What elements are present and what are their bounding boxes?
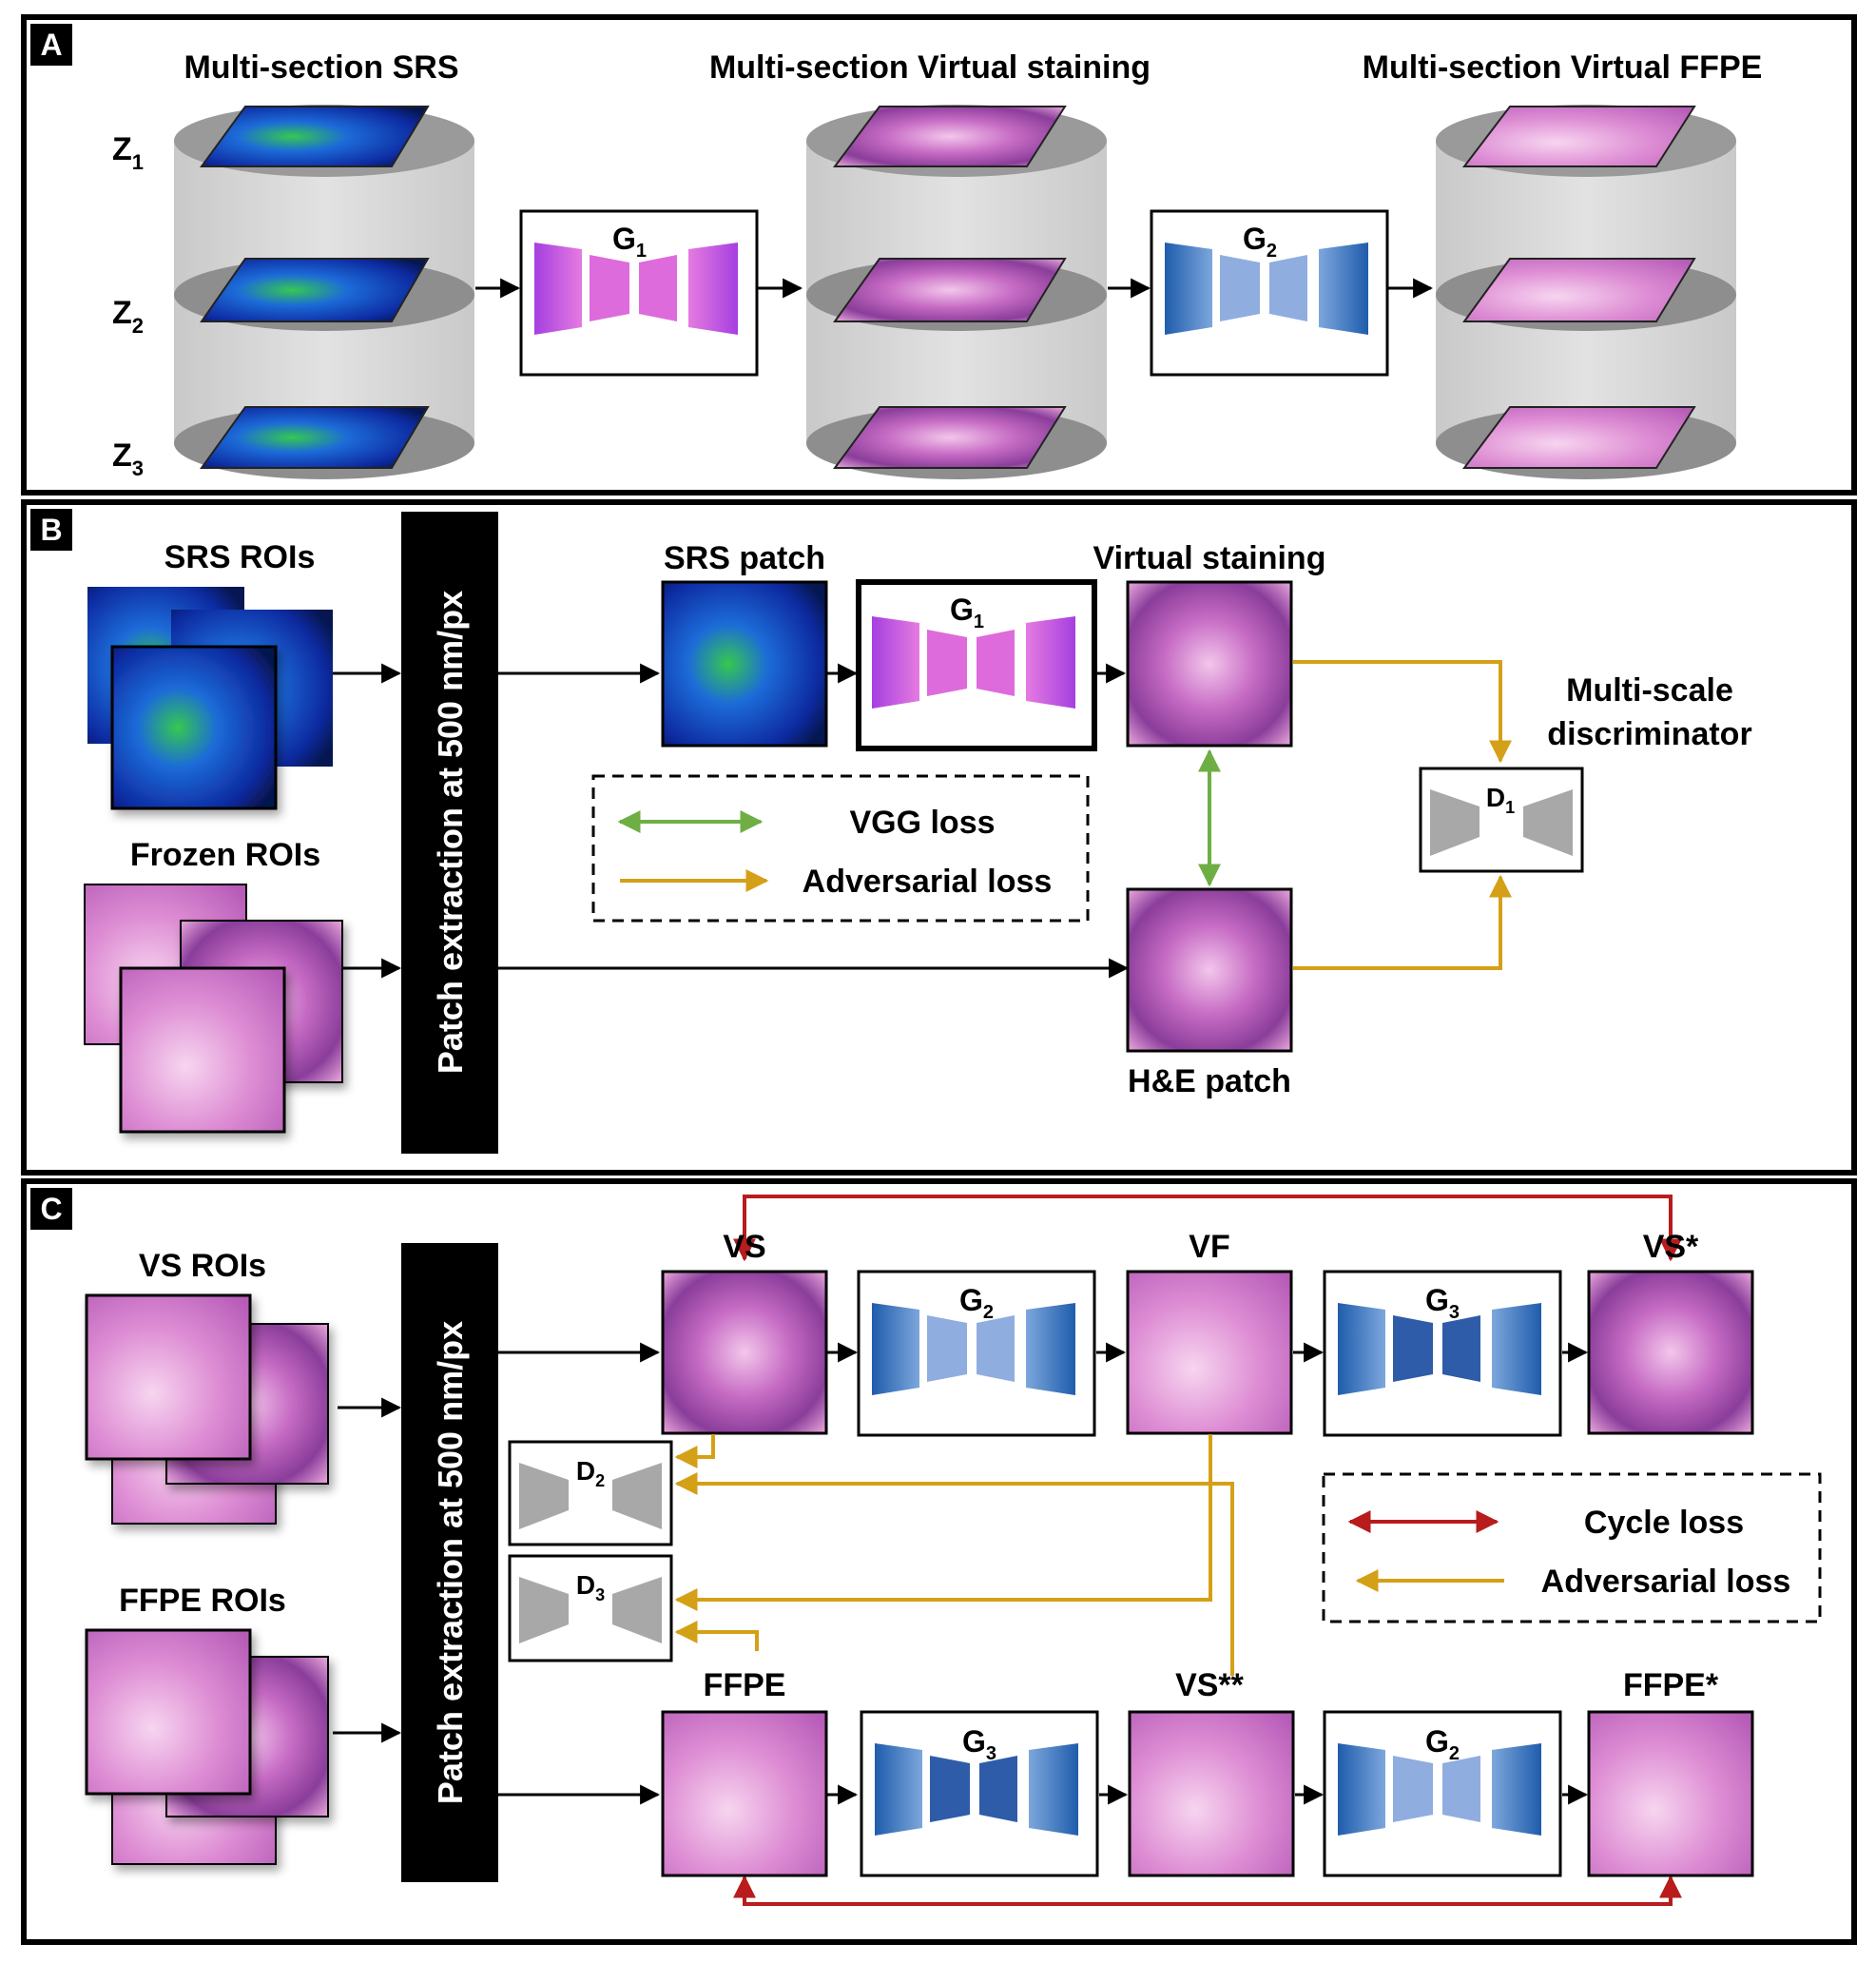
ffpe-slice-z2 [1462,258,1696,322]
z1-label: Z1 [112,131,144,174]
cycle-arrow-bottom [733,1875,1682,1906]
generator-g2-c-bottom: G2 [1323,1710,1562,1877]
vs-slice-z3 [833,406,1067,469]
vf-label: VF [1189,1229,1229,1265]
z2-label: Z2 [112,295,144,338]
panel-a: A Multi-section SRS Multi-section Virtua… [21,14,1857,496]
vs-2star-label: VS** [1175,1667,1245,1703]
ffpe-rois-label: FFPE ROIs [119,1583,286,1619]
discriminator-line2: discriminator [1547,716,1751,752]
srs-patch-image [661,580,828,748]
title-multi-section-srs: Multi-section SRS [184,49,458,86]
g3-c-bottom-label: G3 [962,1724,996,1764]
ffpe-label: FFPE [704,1667,786,1703]
discriminator-line1: Multi-scale [1566,672,1733,709]
panel-c: C VS ROIs FFPE ROIs Patch extraction at … [21,1178,1857,1945]
g2-c-top-label: G2 [959,1283,994,1323]
g3-c-top-label: G3 [1425,1283,1460,1323]
vs-star-label: VS* [1643,1229,1699,1265]
g1-a-label: G1 [612,222,647,262]
g2-c-bottom-label: G2 [1425,1724,1460,1764]
adv-arrow-vs-to-d2 [674,1434,715,1468]
cycle-arrow-top [733,1195,1682,1262]
vs-roi-stack [85,1293,329,1525]
ffpe-slice-z1 [1461,106,1696,167]
legend-c: Cycle loss Adversarial loss [1322,1472,1822,1623]
vs-rois-label: VS ROIs [139,1248,266,1284]
srs-slice-z2 [200,258,430,322]
discriminator-d1: D1 [1419,767,1584,873]
patch-extraction-bar-b [401,512,498,1154]
panel-b-letter-box [30,509,72,551]
discriminator-d3: D3 [508,1554,673,1662]
virtual-staining-patch-image [1126,580,1293,748]
patch-extraction-label-c: Patch extraction at 500 nm/px [431,1321,470,1804]
panel-a-letter: A [40,28,62,62]
srs-rois-label: SRS ROIs [164,539,316,575]
ffpe-patch-image [661,1710,828,1877]
vs-slice-z2 [833,258,1067,322]
panel-a-letter-box [30,24,72,66]
vs-patch-image [661,1270,828,1435]
ffpe-roi-stack [85,1628,329,1865]
srs-slice-z3 [200,406,430,469]
he-patch-label: H&E patch [1128,1063,1291,1099]
srs-roi-stack [87,587,333,810]
z3-label: Z3 [112,437,144,480]
g1-b-label: G1 [950,593,984,632]
adv-arrow-vs2star-to-d2 [674,1472,1234,1676]
vs-2star-patch-image [1128,1710,1295,1877]
adv-arrow-vf-to-d3 [674,1434,1212,1611]
srs-slice-z1 [200,106,430,167]
patch-extraction-bar-c [401,1243,498,1882]
vs-slice-z1 [833,106,1067,167]
adv-arrow-ffpe-to-d3 [674,1621,759,1651]
legend-cycle-label: Cycle loss [1584,1505,1744,1541]
d1-label: D1 [1486,783,1515,817]
legend-adv-label-c: Adversarial loss [1541,1564,1791,1600]
adv-arrow-he-to-d1 [1293,874,1512,970]
title-multi-section-virtual-staining: Multi-section Virtual staining [709,49,1151,86]
frozen-roi-stack [84,884,343,1134]
vs-label: VS [723,1229,765,1265]
d2-label: D2 [576,1456,605,1490]
d3-label: D3 [576,1570,605,1604]
patch-extraction-label-b: Patch extraction at 500 nm/px [431,591,470,1074]
ffpe-star-patch-image [1587,1710,1754,1877]
generator-g1-a: G1 [519,209,759,377]
generator-g1-b: G1 [856,579,1097,751]
panel-c-letter: C [40,1192,62,1226]
generator-g3-c-bottom: G3 [860,1710,1099,1877]
legend-b: VGG loss Adversarial loss [591,774,1090,923]
virtual-staining-label: Virtual staining [1093,540,1326,576]
ffpe-star-label: FFPE* [1623,1667,1719,1703]
ffpe-slice-z3 [1462,406,1696,469]
cylinder-virtual-ffpe [1436,105,1736,479]
panel-c-letter-box [30,1188,72,1230]
panel-b: B SRS ROIs Frozen ROIs Patch extraction … [21,499,1857,1176]
frozen-rois-label: Frozen ROIs [130,837,320,873]
cylinder-virtual-staining [806,105,1107,479]
discriminator-d2: D2 [508,1440,673,1546]
generator-g3-c-top: G3 [1323,1270,1562,1437]
cylinder-srs [174,105,474,479]
legend-adv-label-b: Adversarial loss [803,864,1053,900]
srs-patch-label: SRS patch [664,540,825,576]
vf-patch-image [1126,1270,1293,1435]
adv-arrow-vs-to-d1 [1293,660,1512,764]
generator-g2-c-top: G2 [857,1270,1096,1437]
legend-vgg-label: VGG loss [849,805,995,841]
panel-b-letter: B [40,513,62,547]
g2-a-label: G2 [1243,222,1277,262]
vs-star-patch-image [1587,1270,1754,1435]
title-multi-section-virtual-ffpe: Multi-section Virtual FFPE [1363,49,1763,86]
he-patch-image [1126,887,1293,1053]
generator-g2-a: G2 [1150,209,1389,377]
